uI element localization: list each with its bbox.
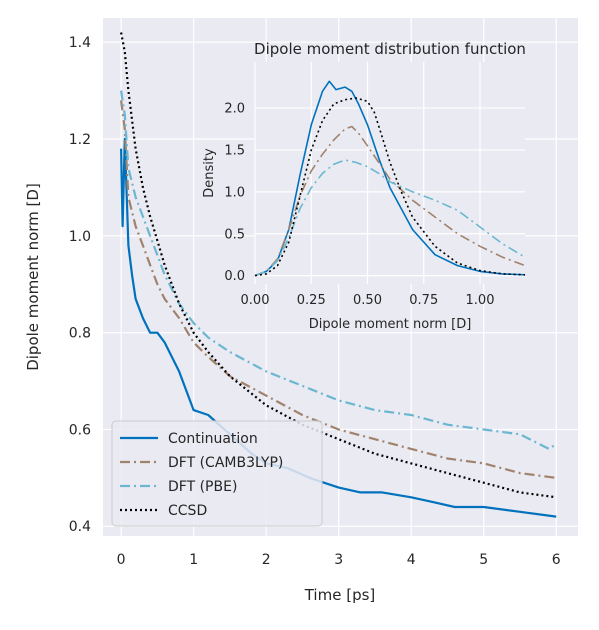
inset-series-line-0 bbox=[254, 80, 526, 277]
inset-series-line-2 bbox=[254, 159, 526, 277]
inset-series bbox=[254, 80, 526, 277]
inset-y-axis-label: Density bbox=[202, 148, 217, 198]
x-tick-label: 0.25 bbox=[297, 293, 326, 308]
x-tick-label: 0.00 bbox=[241, 293, 270, 308]
y-tick-label: 1.4 bbox=[69, 35, 91, 51]
legend-label-3: CCSD bbox=[168, 503, 207, 519]
inset-title: Dipole moment distribution function bbox=[254, 40, 526, 58]
y-tick-label: 1.2 bbox=[69, 132, 91, 148]
main-y-tick-labels: 0.4 0.6 0.8 1.0 1.2 1.4 bbox=[69, 35, 91, 535]
main-x-tick-labels: 0 1 2 3 4 5 6 bbox=[117, 552, 561, 568]
y-tick-label: 2.0 bbox=[224, 102, 245, 117]
main-series-line-3 bbox=[120, 32, 557, 499]
inset-grid bbox=[254, 62, 525, 284]
inset-plot-background bbox=[255, 62, 525, 284]
inset-plot: 0.00 0.25 0.50 0.75 1.00 0.0 0.5 1.0 1.5 2.0 Dip… bbox=[202, 40, 526, 332]
x-tick-label: 0 bbox=[117, 552, 126, 568]
x-tick-label: 0.50 bbox=[353, 293, 382, 308]
y-tick-label: 0.5 bbox=[224, 227, 245, 242]
main-x-axis-label: Time [ps] bbox=[304, 586, 376, 604]
x-tick-label: 2 bbox=[262, 552, 271, 568]
legend-label-2: DFT (PBE) bbox=[168, 479, 237, 495]
main-y-axis-label: Dipole moment norm [D] bbox=[24, 183, 42, 371]
y-tick-label: 1.0 bbox=[69, 229, 91, 245]
legend-box bbox=[111, 420, 323, 527]
x-tick-label: 1 bbox=[189, 552, 198, 568]
main-series-line-2 bbox=[120, 90, 557, 450]
legend-label-1: DFT (CAMB3LYP) bbox=[168, 455, 283, 471]
x-tick-label: 3 bbox=[334, 552, 343, 568]
y-tick-label: 0.0 bbox=[224, 269, 245, 284]
y-tick-label: 0.8 bbox=[69, 326, 91, 342]
y-tick-label: 0.6 bbox=[69, 422, 91, 438]
y-tick-label: 1.5 bbox=[224, 144, 245, 159]
x-tick-label: 6 bbox=[552, 552, 561, 568]
x-tick-label: 4 bbox=[407, 552, 416, 568]
x-tick-label: 1.00 bbox=[466, 293, 495, 308]
inset-y-tick-labels: 0.0 0.5 1.0 1.5 2.0 bbox=[224, 102, 245, 285]
inset-series-line-1 bbox=[254, 125, 526, 277]
x-tick-label: 0.75 bbox=[409, 293, 438, 308]
legend-entries: Continuation DFT (CAMB3LYP) DFT (PBE) CCSD bbox=[120, 431, 283, 519]
x-tick-label: 5 bbox=[479, 552, 488, 568]
inset-x-axis-label: Dipole moment norm [D] bbox=[309, 317, 472, 332]
inset-x-tick-labels: 0.00 0.25 0.50 0.75 1.00 bbox=[241, 293, 495, 308]
legend: Continuation DFT (CAMB3LYP) DFT (PBE) CCSD bbox=[111, 420, 323, 527]
y-tick-label: 1.0 bbox=[224, 185, 245, 200]
y-tick-label: 0.4 bbox=[69, 519, 91, 535]
main-series-line-1 bbox=[120, 100, 557, 479]
legend-label-0: Continuation bbox=[168, 431, 258, 447]
